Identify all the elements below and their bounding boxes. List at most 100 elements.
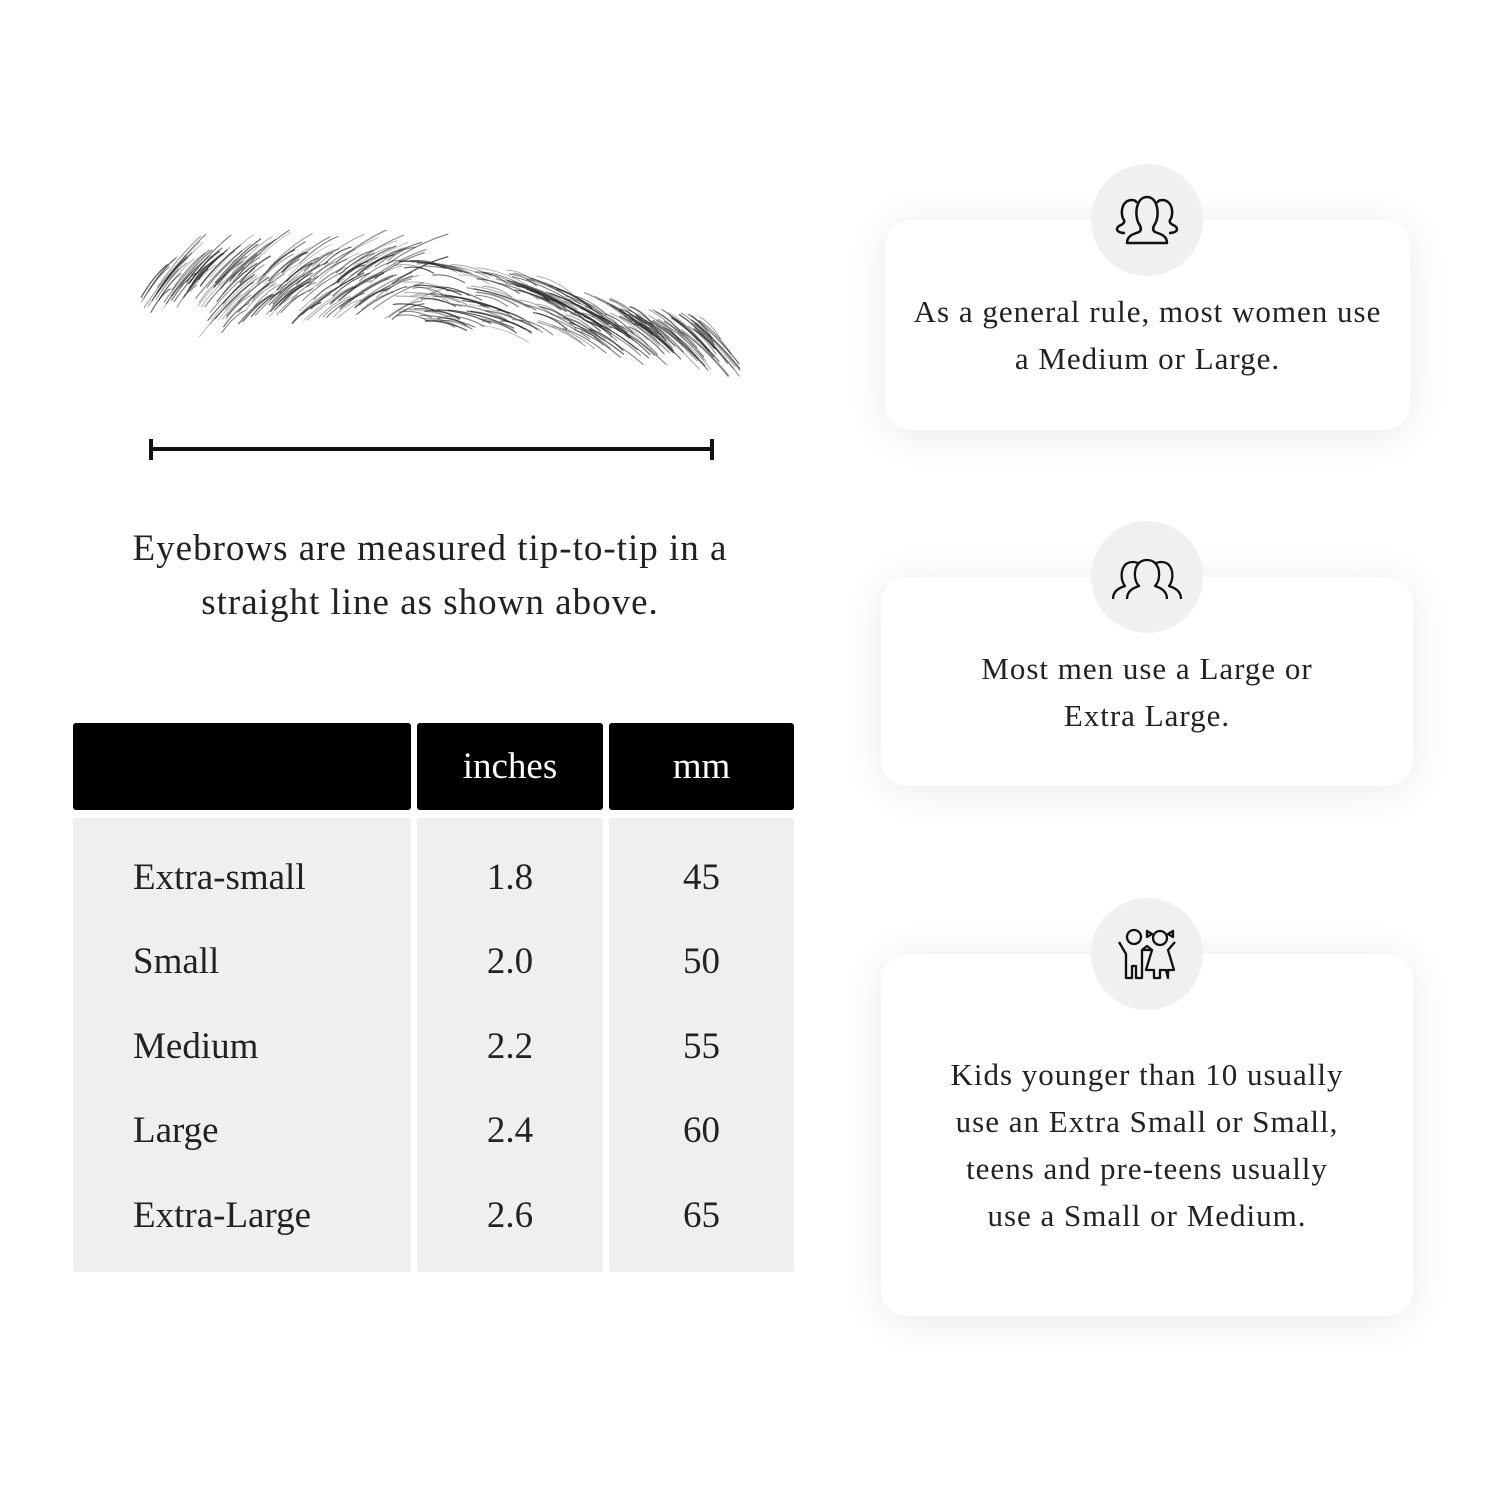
size-cell: Medium [133, 1025, 259, 1067]
eyebrow-hair [343, 234, 405, 271]
eyebrow-hair [511, 276, 576, 305]
inches-column: 1.8 2.0 2.2 2.4 2.6 [417, 818, 603, 1272]
eyebrow-hair [210, 275, 258, 321]
eyebrow-hair [474, 271, 507, 283]
eyebrow-hair [257, 241, 306, 282]
eyebrow-hair [275, 277, 312, 307]
eyebrow-hair [209, 268, 256, 313]
eyebrow-hair [518, 299, 556, 317]
eyebrow-hair [352, 240, 398, 267]
eyebrow-hair [318, 296, 351, 318]
eyebrow-hair [609, 304, 653, 336]
eyebrow-hair [386, 233, 449, 266]
eyebrow-hair [680, 312, 715, 346]
eyebrow-hair [238, 230, 290, 276]
eyebrow-hair [170, 249, 213, 297]
eyebrow-hair [556, 296, 595, 318]
eyebrow-hair [216, 262, 258, 303]
kids-card-text: Kids younger than 10 usually use an Extr… [950, 1057, 1344, 1233]
eyebrow-hair [619, 315, 670, 354]
eyebrow-hair [616, 327, 667, 366]
measurement-caption: Eyebrows are measured tip-to-tip in a st… [132, 528, 728, 623]
eyebrow-hair [458, 274, 490, 285]
eyebrow-hair [580, 330, 611, 350]
eyebrow-hair [207, 273, 256, 322]
eyebrow-hair [222, 302, 249, 328]
eyebrow-hair [573, 328, 622, 359]
eyebrow-hair [680, 328, 730, 377]
eyebrow-hair [663, 320, 705, 358]
eyebrow-hair [647, 326, 673, 349]
eyebrow-hair [693, 327, 735, 370]
eyebrow-hair [387, 246, 416, 262]
inches-cell: 2.6 [486, 1194, 534, 1236]
eyebrow-hair [398, 309, 460, 321]
eyebrow-hair [476, 291, 520, 308]
eyebrow-hair [629, 318, 672, 352]
eyebrow-hair [532, 311, 568, 330]
eyebrow-hair [342, 280, 372, 299]
eyebrow-hair [518, 289, 567, 313]
eyebrow-hair [470, 285, 524, 304]
eyebrow-hair [316, 233, 365, 267]
eyebrow-hair [247, 281, 274, 304]
eyebrow-hair [270, 263, 299, 287]
eyebrow-hair [609, 312, 649, 341]
eyebrow-hair [548, 312, 598, 340]
eyebrow-hair [161, 242, 204, 291]
eyebrow-hair [445, 315, 485, 328]
eyebrow-hair [398, 260, 463, 273]
eyebrow-hair [366, 247, 409, 271]
size-cell: Large [133, 1110, 219, 1152]
eyebrow-hair [189, 264, 217, 293]
eyebrow-hair [332, 272, 370, 297]
eyebrow-hair [535, 275, 573, 295]
eyebrow-hair [405, 286, 437, 294]
eyebrow-hair [333, 299, 362, 318]
eyebrow-hair [220, 252, 258, 288]
eyebrow-hair [447, 309, 515, 329]
eyebrow-hair [245, 282, 277, 311]
eyebrow-hair [670, 317, 715, 358]
eyebrow-hair [550, 300, 605, 331]
eyebrow-hair [393, 264, 431, 272]
eyebrow-hair [581, 312, 612, 332]
eyebrow-hair [213, 255, 248, 289]
eyebrow-hair [279, 281, 311, 306]
eyebrow-hair [229, 252, 262, 283]
eyebrow-hair [186, 268, 209, 292]
eyebrow-hair [562, 327, 607, 354]
eyebrow-hair [323, 246, 352, 266]
eyebrow-hair [412, 287, 443, 295]
eyebrow-hair [264, 246, 311, 285]
eyebrow-hair [440, 319, 473, 330]
eyebrow-hair [199, 294, 242, 338]
eyebrow-hair [278, 274, 305, 296]
eyebrow-hair [453, 303, 508, 321]
eyebrow-hair [473, 288, 537, 311]
eyebrow-hair [331, 256, 378, 286]
eyebrow-hair [268, 294, 298, 318]
eyebrow-hair [335, 230, 388, 264]
eyebrow-hair [239, 255, 271, 284]
eyebrow-hair [140, 263, 168, 299]
eyebrow-hair [428, 286, 483, 301]
eyebrow-hair [156, 235, 202, 288]
eyebrow-hair [214, 281, 254, 320]
eyebrow-hair [648, 319, 698, 362]
eyebrow-hair [513, 272, 568, 297]
eyebrow-hair [237, 293, 273, 325]
eyebrow-hair [629, 306, 654, 326]
eyebrow-hair [349, 241, 409, 277]
eyebrow-hair [519, 285, 578, 313]
eyebrow-hair [574, 327, 604, 346]
size-cell: Extra-small [133, 856, 306, 898]
eyebrow-hair [286, 257, 320, 283]
eyebrow-hair [330, 236, 380, 269]
eyebrow-hair [424, 310, 461, 320]
eyebrow-hair [574, 295, 607, 316]
eyebrow-hair [425, 320, 468, 332]
eyebrow-hair [608, 299, 634, 318]
eyebrow-hair [536, 303, 567, 319]
eyebrow-hair [403, 291, 461, 304]
